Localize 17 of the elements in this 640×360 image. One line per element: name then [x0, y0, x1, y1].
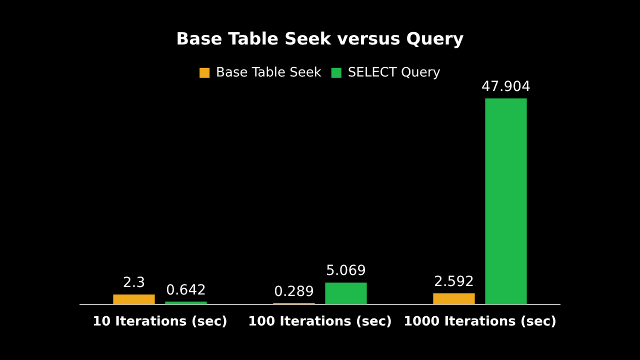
data-label: 0.289 [274, 284, 314, 300]
x-tick-label: 1000 Iterations (sec) [403, 314, 557, 330]
data-label: 2.592 [434, 274, 474, 290]
data-label: 2.3 [122, 275, 146, 292]
bar [433, 293, 475, 304]
chart-title: Base Table Seek versus Query [176, 30, 464, 50]
data-label: 47.904 [482, 79, 531, 96]
data-label: 5.069 [326, 263, 366, 280]
bar [485, 98, 527, 304]
legend-label: SELECT Query [348, 65, 441, 80]
x-tick-label: 100 Iterations (sec) [248, 314, 392, 330]
bar [113, 294, 155, 304]
data-label: 0.642 [166, 282, 206, 298]
bar [325, 282, 367, 304]
x-tick-label: 10 Iterations (sec) [92, 314, 228, 330]
bar [165, 302, 207, 304]
legend-label: Base Table Seek [216, 65, 322, 80]
